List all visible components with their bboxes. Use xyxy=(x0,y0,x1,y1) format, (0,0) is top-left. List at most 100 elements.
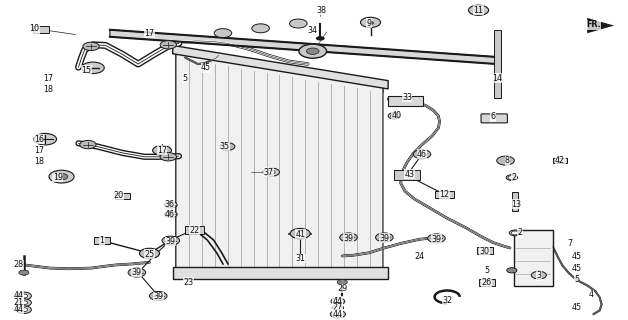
Text: 2: 2 xyxy=(511,173,516,182)
Text: 40: 40 xyxy=(392,111,402,120)
Circle shape xyxy=(165,202,177,208)
Circle shape xyxy=(511,231,519,235)
Text: 21: 21 xyxy=(14,298,24,307)
Circle shape xyxy=(360,17,381,28)
Polygon shape xyxy=(33,26,49,33)
Polygon shape xyxy=(185,226,204,234)
Text: 44: 44 xyxy=(333,310,343,319)
Polygon shape xyxy=(435,191,454,198)
Text: 4: 4 xyxy=(589,291,594,300)
Text: 10: 10 xyxy=(30,24,40,33)
Circle shape xyxy=(252,24,269,33)
Text: 15: 15 xyxy=(82,66,92,75)
Text: 5: 5 xyxy=(484,266,489,275)
Circle shape xyxy=(340,233,357,242)
Polygon shape xyxy=(94,237,109,244)
FancyBboxPatch shape xyxy=(481,114,507,123)
Text: 39: 39 xyxy=(166,237,176,246)
Circle shape xyxy=(376,233,393,242)
Text: 17: 17 xyxy=(144,29,154,38)
Circle shape xyxy=(220,143,235,150)
Polygon shape xyxy=(479,279,494,286)
Circle shape xyxy=(20,308,28,312)
Text: 39: 39 xyxy=(153,292,163,301)
Text: 45: 45 xyxy=(201,63,211,72)
Circle shape xyxy=(82,62,104,74)
Text: 33: 33 xyxy=(402,93,412,102)
Text: 38: 38 xyxy=(317,6,327,15)
Circle shape xyxy=(162,236,180,245)
Circle shape xyxy=(497,156,514,165)
Circle shape xyxy=(83,42,99,51)
Text: 45: 45 xyxy=(571,264,582,273)
Circle shape xyxy=(290,228,310,239)
Circle shape xyxy=(334,300,342,303)
Text: 17: 17 xyxy=(157,146,167,155)
Text: 46: 46 xyxy=(417,150,427,159)
Text: 35: 35 xyxy=(220,142,230,151)
Circle shape xyxy=(19,270,29,275)
Text: 14: 14 xyxy=(492,74,502,83)
Text: 19: 19 xyxy=(53,173,63,182)
Circle shape xyxy=(160,153,176,161)
Polygon shape xyxy=(173,45,388,89)
Text: 34: 34 xyxy=(308,26,318,35)
Text: 18: 18 xyxy=(34,157,44,166)
Text: 25: 25 xyxy=(144,250,154,259)
Text: 16: 16 xyxy=(34,135,44,144)
Circle shape xyxy=(331,298,345,305)
Text: 44: 44 xyxy=(14,305,24,314)
Text: 46: 46 xyxy=(165,211,175,220)
Text: 23: 23 xyxy=(183,278,193,287)
Text: 17: 17 xyxy=(34,146,44,155)
Text: 3: 3 xyxy=(536,271,541,280)
Text: 39: 39 xyxy=(132,268,142,277)
Text: 36: 36 xyxy=(165,200,175,209)
Circle shape xyxy=(139,248,160,259)
Bar xyxy=(512,192,518,211)
Text: 44: 44 xyxy=(14,292,24,300)
Text: 31: 31 xyxy=(295,254,305,263)
Text: 41: 41 xyxy=(295,230,305,239)
Text: 26: 26 xyxy=(482,278,492,287)
Circle shape xyxy=(334,312,342,316)
Polygon shape xyxy=(173,267,388,279)
Circle shape xyxy=(428,234,445,243)
Circle shape xyxy=(316,36,325,41)
Text: 39: 39 xyxy=(379,234,389,243)
Circle shape xyxy=(49,170,74,183)
Circle shape xyxy=(334,306,342,310)
Text: 18: 18 xyxy=(43,85,53,94)
Circle shape xyxy=(165,211,177,218)
Text: 17: 17 xyxy=(43,74,53,83)
Polygon shape xyxy=(587,18,614,33)
Circle shape xyxy=(337,280,347,285)
Circle shape xyxy=(506,175,517,180)
Circle shape xyxy=(306,48,319,54)
Text: 39: 39 xyxy=(344,234,354,243)
Circle shape xyxy=(468,5,489,15)
Circle shape xyxy=(80,140,96,149)
Text: 2: 2 xyxy=(517,228,522,237)
Circle shape xyxy=(367,21,374,25)
Text: FR.: FR. xyxy=(586,20,601,29)
Polygon shape xyxy=(114,193,130,199)
Bar xyxy=(494,30,501,98)
Polygon shape xyxy=(477,247,492,254)
Circle shape xyxy=(263,168,279,176)
Text: 45: 45 xyxy=(571,252,582,261)
Text: 11: 11 xyxy=(474,6,484,15)
Text: 39: 39 xyxy=(431,235,441,244)
Circle shape xyxy=(214,28,232,37)
Circle shape xyxy=(413,150,431,159)
Circle shape xyxy=(149,292,167,300)
Circle shape xyxy=(332,305,344,311)
Circle shape xyxy=(507,268,517,273)
Circle shape xyxy=(508,176,516,180)
Circle shape xyxy=(16,306,31,314)
Circle shape xyxy=(299,44,327,58)
Circle shape xyxy=(20,294,28,298)
Text: 43: 43 xyxy=(404,170,414,179)
Bar xyxy=(388,96,423,106)
Circle shape xyxy=(509,230,521,236)
